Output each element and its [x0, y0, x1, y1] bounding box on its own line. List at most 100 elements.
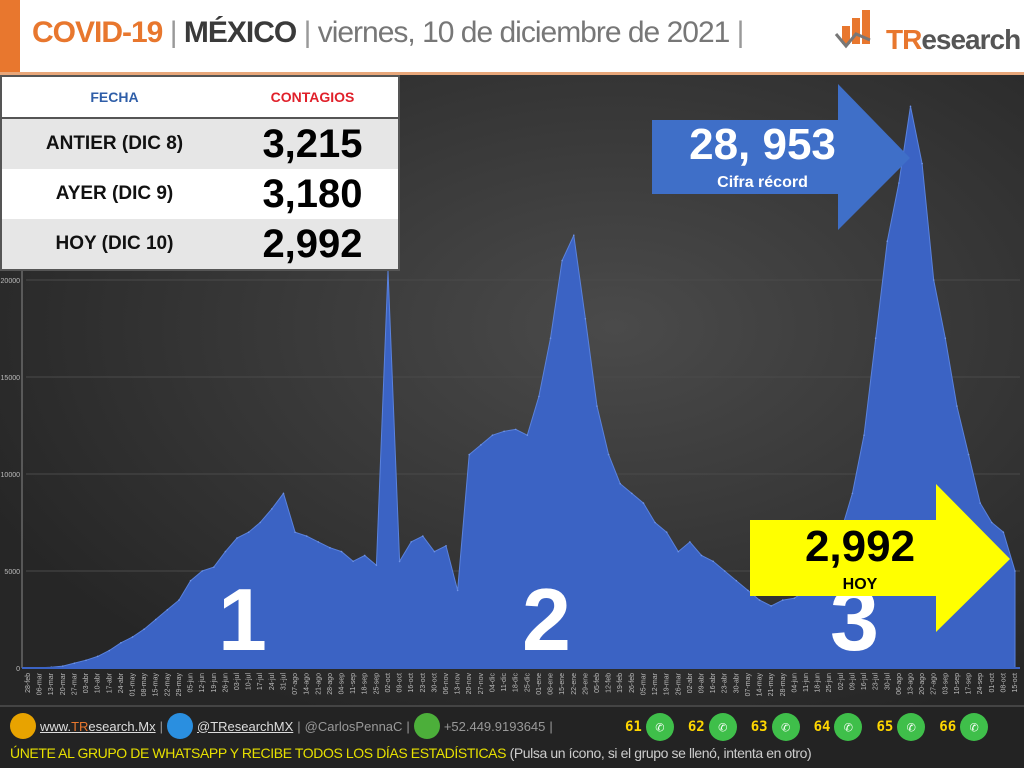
- data-point: [944, 337, 947, 340]
- x-tick-label: 03-abr: [83, 672, 90, 693]
- data-point: [96, 655, 99, 658]
- x-tick-label: 07-may: [745, 673, 752, 697]
- y-tick-label: 20000: [1, 278, 21, 285]
- data-point: [538, 395, 540, 398]
- data-point: [445, 544, 447, 547]
- table-header: FECHA CONTAGIOS: [2, 77, 398, 119]
- x-tick-label: 23-abr: [722, 672, 729, 693]
- record-arrow-icon: [652, 84, 910, 230]
- separator: |: [297, 718, 301, 734]
- column-header-date: FECHA: [90, 89, 139, 105]
- x-tick-label: 15-oct: [1012, 673, 1019, 693]
- data-point: [224, 550, 227, 553]
- row-label: HOY (DIC 10): [55, 233, 174, 254]
- contact-bar: www.TResearch.Mx | @TResearchMX | @Carlo…: [10, 713, 615, 739]
- title-date: viernes, 10 de diciembre de 2021: [317, 16, 731, 49]
- x-tick-label: 14-may: [757, 673, 764, 697]
- separator: |: [406, 718, 410, 734]
- x-tick-label: 15-ene: [559, 673, 566, 695]
- x-tick-label: 20-mar: [60, 672, 67, 695]
- data-point: [561, 259, 563, 262]
- whatsapp-group-61[interactable]: 61 ✆: [625, 713, 674, 741]
- row-label: AYER (DIC 9): [55, 183, 174, 204]
- data-point: [665, 531, 668, 533]
- x-tick-label: 21-may: [768, 673, 775, 697]
- x-tick-label: 17-sep: [966, 673, 973, 695]
- data-point: [340, 550, 343, 553]
- title-separator: |: [169, 16, 178, 49]
- whatsapp-icon: ✆: [708, 713, 737, 741]
- x-tick-label: 19-feb: [617, 673, 624, 693]
- whatsapp-group-62[interactable]: 62 ✆: [688, 713, 737, 741]
- data-point: [898, 182, 900, 184]
- data-point: [921, 162, 923, 165]
- x-tick-label: 14-ago: [304, 673, 311, 695]
- x-tick-label: 03-sep: [942, 673, 949, 695]
- x-tick-label: 26-mar: [675, 672, 682, 695]
- x-tick-label: 04-jun: [791, 673, 798, 693]
- row-value: 3,180: [262, 171, 363, 216]
- x-tick-label: 26-jun: [222, 673, 229, 693]
- x-tick-label: 27-ago: [931, 673, 938, 695]
- whatsapp-group-65[interactable]: 65 ✆: [876, 713, 926, 741]
- x-tick-label: 17-jul: [257, 673, 264, 691]
- wave-label-1: 1: [218, 570, 267, 669]
- x-tick-label: 18-jun: [815, 673, 822, 693]
- data-point: [863, 434, 865, 437]
- data-point: [468, 453, 471, 456]
- data-point: [723, 570, 726, 572]
- x-tick-label: 28-ago: [327, 673, 334, 695]
- x-tick-label: 22-may: [164, 673, 171, 697]
- data-point: [503, 430, 505, 433]
- whatsapp-group-63[interactable]: 63 ✆: [751, 713, 800, 741]
- data-point: [526, 434, 529, 437]
- x-tick-label: 02-jul: [838, 673, 845, 691]
- cta-text: ÚNETE AL GRUPO DE WHATSAPP Y RECIBE TODO…: [10, 745, 507, 761]
- x-tick-label: 18-dic: [513, 673, 520, 693]
- data-point: [271, 508, 273, 510]
- twitter-link[interactable]: @TResearchMX: [197, 718, 294, 734]
- whatsapp-groups: 61 ✆ 62 ✆ 63 ✆ 64 ✆ 65 ✆ 66 ✆: [625, 713, 989, 741]
- header: COVID-19 | MÉXICO | viernes, 10 de dicie…: [0, 0, 1024, 72]
- data-point: [120, 641, 122, 644]
- table-row: ANTIER (DIC 8) 3,215: [2, 119, 398, 169]
- data-point: [294, 531, 296, 533]
- x-tick-label: 13-ago: [907, 673, 914, 695]
- y-tick-label: 10000: [1, 472, 21, 479]
- x-tick-label: 10-sep: [954, 673, 961, 695]
- x-tick-label: 01-ene: [536, 673, 543, 695]
- x-tick-label: 26-feb: [629, 673, 636, 693]
- x-tick-label: 06-mar: [37, 672, 44, 695]
- data-point: [735, 579, 738, 582]
- x-tick-label: 12-feb: [606, 673, 613, 693]
- x-tick-label: 11-dic: [501, 673, 508, 692]
- whatsapp-icon: ✆: [645, 713, 674, 741]
- x-tick-label: 21-ago: [315, 673, 322, 695]
- page-title: COVID-19 | MÉXICO | viernes, 10 de dicie…: [32, 16, 812, 50]
- x-tick-label: 23-oct: [420, 673, 427, 693]
- data-point: [62, 665, 64, 667]
- x-tick-label: 08-ene: [548, 673, 555, 695]
- data-point: [352, 560, 354, 563]
- x-tick-label: 16-jul: [861, 673, 868, 691]
- cases-area: [27, 106, 1016, 669]
- x-tick-label: 13-nov: [455, 673, 462, 695]
- data-point: [572, 234, 575, 237]
- x-tick-label: 17-abr: [106, 672, 113, 693]
- data-point: [700, 554, 703, 557]
- website-link[interactable]: www.TResearch.Mx: [40, 718, 156, 734]
- data-point: [770, 605, 772, 607]
- data-point: [143, 628, 145, 630]
- data-point: [398, 560, 401, 563]
- x-tick-label: 30-oct: [431, 673, 438, 693]
- data-point: [967, 453, 970, 456]
- x-tick-label: 05-feb: [594, 673, 601, 693]
- whatsapp-group-64[interactable]: 64 ✆: [814, 713, 863, 741]
- table-row: AYER (DIC 9) 3,180: [2, 169, 398, 219]
- data-point: [166, 609, 169, 611]
- whatsapp-group-66[interactable]: 66 ✆: [939, 713, 989, 741]
- x-tick-label: 11-jun: [803, 673, 810, 692]
- x-tick-label: 24-sep: [977, 673, 984, 695]
- data-point: [851, 492, 854, 495]
